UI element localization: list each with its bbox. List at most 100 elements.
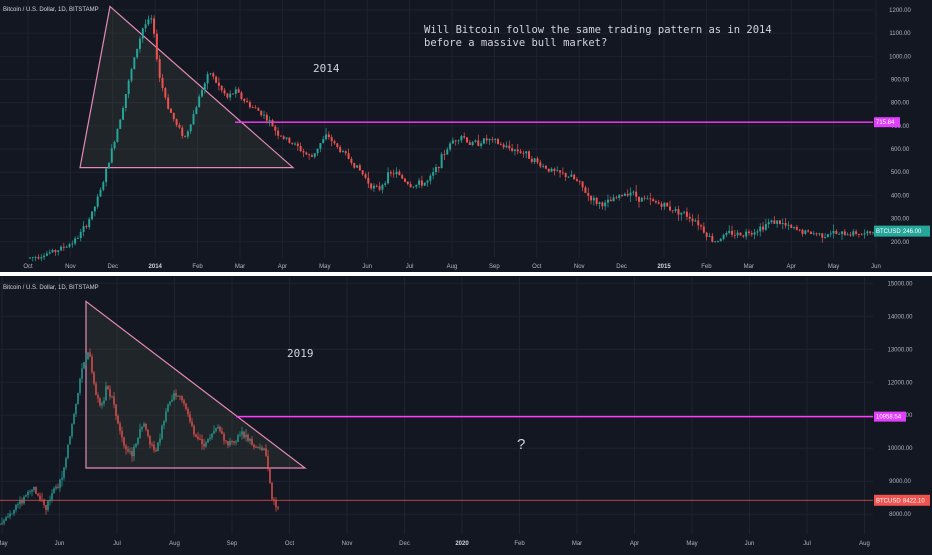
candle-body (102, 182, 105, 190)
x-tick-label: Sep (489, 264, 500, 270)
candle-body (855, 231, 858, 234)
candle-body (277, 130, 280, 136)
x-tick-label: Oct (23, 264, 33, 270)
candle-body (322, 139, 325, 144)
candles-2019 (0, 348, 279, 526)
candle-body (781, 223, 784, 224)
candle-body (267, 455, 269, 468)
candle-body (556, 170, 559, 172)
candle-body (43, 255, 46, 258)
candle-body (567, 176, 570, 178)
candle-body (211, 433, 213, 438)
candle-body (731, 230, 734, 235)
candle-body (246, 101, 249, 103)
candle-body (65, 457, 67, 468)
candle-body (243, 431, 245, 438)
y-tick-label: 200.00 (891, 240, 910, 246)
candle-body (581, 181, 584, 188)
candle-body (513, 149, 516, 151)
candle-body (163, 421, 165, 426)
candle-body (277, 507, 279, 509)
candle-body (21, 500, 23, 504)
candle-body (358, 165, 361, 171)
resistance-badge-2014: 715.84 (874, 117, 900, 128)
candle-body (75, 404, 77, 414)
y-tick-label: 1000.00 (889, 54, 911, 60)
candle-body (764, 224, 767, 230)
candle-body (621, 194, 624, 196)
candle-body (45, 253, 48, 256)
candle-body (93, 206, 96, 212)
candle-body (113, 141, 116, 149)
candle-body (561, 172, 564, 174)
candle-body (37, 257, 40, 259)
y-tick-label: 800.00 (891, 101, 910, 107)
candle-body (131, 451, 133, 457)
candle-body (795, 227, 798, 230)
x-tick-label: Jun (55, 541, 65, 547)
candle-body (849, 234, 852, 236)
candle-body (412, 186, 415, 188)
candle-body (205, 442, 207, 447)
candle-body (150, 18, 153, 20)
candle-body (488, 138, 491, 141)
candle-body (111, 396, 113, 398)
candle-body (59, 479, 61, 488)
candle-body (125, 445, 127, 450)
y-tick-label: 10000.00 (887, 446, 913, 452)
candle-body (91, 356, 93, 373)
candle-body (193, 426, 195, 435)
candle-body (167, 404, 169, 412)
x-tick-label: Mar (744, 264, 754, 270)
candle-body (505, 145, 508, 148)
candle-body (247, 434, 249, 441)
candle-body (135, 443, 137, 447)
plot-area-top (0, 0, 873, 258)
candle-body (51, 250, 54, 253)
candle-body (145, 423, 147, 430)
x-tick-label: 2014 (149, 264, 163, 270)
candle-body (282, 136, 285, 139)
resistance-value-2014: 715.84 (876, 120, 895, 126)
candle-body (403, 178, 406, 182)
candle-body (271, 120, 274, 127)
x-tick-label: May (319, 264, 330, 270)
candle-body (179, 396, 181, 397)
candle-body (23, 496, 25, 504)
candle-body (141, 28, 144, 39)
candle-body (165, 411, 167, 422)
candle-body (62, 246, 65, 248)
candle-body (530, 158, 533, 162)
candle-body (181, 127, 184, 136)
candle-body (646, 198, 649, 200)
x-axis-top: Oct Nov Dec 2014 Feb Mar Apr May Jun Jul Aug Sep Oct… (23, 264, 881, 270)
candle-body (130, 69, 133, 81)
y-tick-label: 9000.00 (889, 479, 911, 485)
candle-body (191, 421, 193, 427)
y-axis-top: 200.00 300.00 400.00 500.00 600.00 700.00 800.… (889, 8, 911, 246)
candle-body (480, 143, 483, 146)
candle-body (153, 18, 156, 34)
year-label-2019: 2019 (287, 347, 314, 360)
candle-body (171, 399, 173, 402)
candle-body (161, 77, 164, 89)
pane-2014: Bitcoin / U.S. Dollar, 1D, BITSTAMP Will… (0, 0, 930, 270)
candle-body (48, 252, 51, 254)
candle-body (213, 431, 215, 434)
candle-body (739, 232, 742, 236)
candle-body (240, 92, 243, 99)
x-tick-label: Dec (107, 264, 118, 270)
candle-body (209, 437, 211, 439)
candle-body (187, 409, 189, 415)
candles-2014 (29, 14, 874, 262)
candle-body (542, 165, 545, 167)
candle-body (508, 145, 511, 149)
candle-body (818, 233, 821, 235)
candle-body (285, 137, 288, 139)
candle-body (109, 389, 111, 397)
candle-body (466, 137, 468, 143)
candle-body (460, 136, 463, 141)
candle-body (787, 224, 790, 226)
candle-body (248, 102, 251, 108)
candle-body (186, 131, 189, 137)
